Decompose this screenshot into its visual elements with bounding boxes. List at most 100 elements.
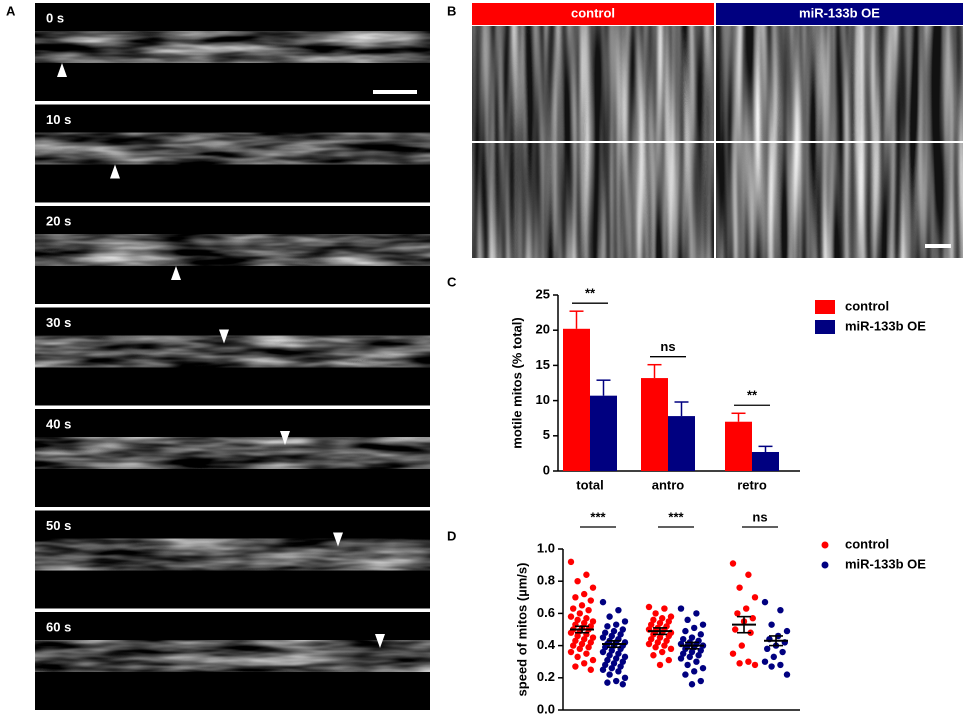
data-point <box>652 644 659 651</box>
data-point <box>667 613 675 620</box>
data-point <box>761 598 769 606</box>
data-point <box>665 632 672 640</box>
data-point <box>567 629 575 636</box>
y-axis-label: motile mitos (% total) <box>509 317 524 448</box>
frame-time: 20 s <box>46 213 71 228</box>
data-point <box>583 571 590 578</box>
data-point <box>777 606 784 614</box>
data-point <box>688 634 696 641</box>
data-point <box>779 648 786 656</box>
data-point <box>604 679 611 686</box>
data-point <box>732 626 739 633</box>
data-point <box>617 663 624 670</box>
y-tick-label: 0.2 <box>537 669 555 684</box>
data-point <box>680 635 687 643</box>
axon-signal <box>35 538 430 571</box>
data-point <box>578 640 586 648</box>
kymograph-signal <box>716 143 963 258</box>
legend-swatch <box>815 320 835 334</box>
header-bar <box>472 3 714 25</box>
data-point <box>659 615 666 622</box>
data-point <box>570 605 577 612</box>
data-point <box>661 642 668 649</box>
data-point <box>656 661 664 669</box>
y-tick-label: 0.6 <box>537 605 555 620</box>
significance-label: ** <box>747 388 758 403</box>
significance-label: *** <box>590 509 606 524</box>
data-point <box>567 613 575 620</box>
kymograph-signal <box>716 26 963 141</box>
data-point <box>745 571 752 578</box>
frame-time: 40 s <box>46 416 71 431</box>
data-point <box>574 616 581 624</box>
data-point <box>684 661 691 669</box>
data-point <box>613 677 620 685</box>
data-point <box>581 590 588 598</box>
y-axis-label: speed of mitos (µm/s) <box>514 563 529 697</box>
frame-time: 30 s <box>46 315 71 330</box>
data-point <box>606 613 613 620</box>
legend-swatch <box>821 561 829 569</box>
data-point <box>783 671 791 678</box>
data-point <box>572 663 579 670</box>
significance-label: ns <box>752 509 767 524</box>
data-point <box>578 602 586 609</box>
data-point <box>729 650 737 657</box>
data-point <box>734 610 741 617</box>
axon-signal <box>35 31 430 63</box>
data-point <box>619 681 626 688</box>
data-point <box>608 664 615 672</box>
data-point <box>583 615 590 622</box>
data-point <box>682 671 689 678</box>
y-tick-label: 1.0 <box>537 540 555 555</box>
data-point <box>615 606 622 614</box>
data-point <box>602 661 609 669</box>
legend-label: control <box>845 298 889 313</box>
data-point <box>589 584 597 591</box>
data-point <box>574 578 581 585</box>
data-point <box>648 621 655 628</box>
data-point <box>576 610 583 617</box>
legend-label: control <box>845 536 889 551</box>
bar <box>752 451 779 471</box>
bar <box>725 421 752 471</box>
data-point <box>608 632 615 640</box>
data-point <box>617 631 624 638</box>
data-point <box>745 658 752 665</box>
panel-label: D <box>447 528 456 543</box>
data-point <box>697 677 704 685</box>
data-point <box>589 656 597 664</box>
header-bar <box>716 3 963 25</box>
arrowhead <box>219 329 229 344</box>
data-point <box>697 647 704 654</box>
data-point <box>572 594 579 601</box>
header-text: control <box>571 5 615 20</box>
y-tick-label: 20 <box>536 322 550 337</box>
data-point <box>587 639 594 646</box>
data-point <box>693 658 700 665</box>
data-point <box>610 660 618 667</box>
data-point <box>606 671 613 678</box>
data-point <box>751 661 759 669</box>
data-point <box>613 621 620 628</box>
data-point <box>621 618 629 625</box>
data-point <box>770 653 777 661</box>
data-point <box>677 655 685 662</box>
data-point <box>688 648 696 656</box>
x-tick-label: retro <box>737 477 767 492</box>
arrowhead <box>333 532 343 547</box>
legend-label: miR-133b OE <box>845 556 926 571</box>
axon-signal <box>35 640 430 672</box>
data-point <box>574 632 581 640</box>
data-point <box>650 652 657 659</box>
arrowhead <box>280 431 290 445</box>
y-tick-label: 0 <box>543 462 550 477</box>
data-point <box>581 635 588 643</box>
data-point <box>585 606 592 614</box>
data-point <box>570 642 577 649</box>
data-point <box>599 598 607 606</box>
significance-label: ** <box>585 286 596 301</box>
data-point <box>610 627 618 635</box>
axon-signal <box>35 437 430 469</box>
data-point <box>589 618 597 625</box>
